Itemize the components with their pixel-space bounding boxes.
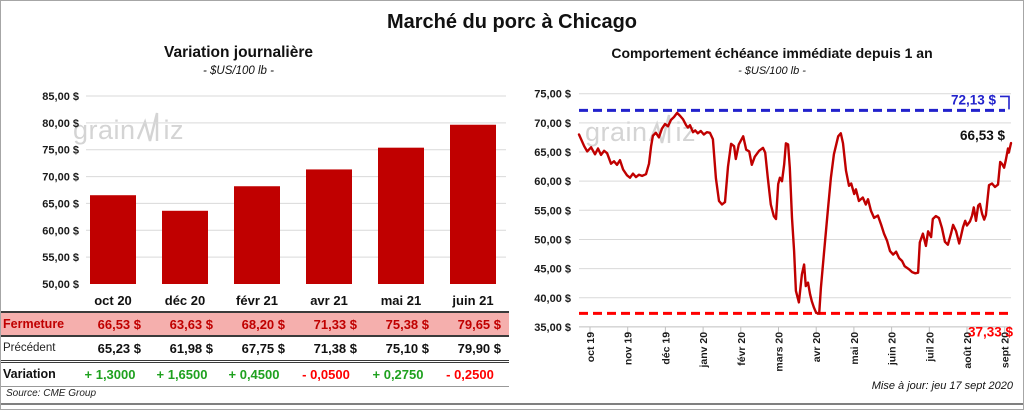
svg-text:45,00 $: 45,00 $	[534, 264, 571, 276]
quotes-table: oct 20 déc 20 févr 21 avr 21 mai 21 juin…	[1, 289, 509, 387]
svg-text:nov 19: nov 19	[623, 332, 635, 365]
precedent-value: 67,75 $	[241, 340, 285, 356]
updated-note: Mise à jour: jeu 17 sept 2020	[871, 380, 1013, 392]
fermeture-value: 71,33 $	[313, 316, 357, 332]
svg-text:avr 20: avr 20	[811, 332, 823, 363]
svg-text:févr 20: févr 20	[736, 332, 748, 366]
svg-text:août 20: août 20	[962, 332, 974, 369]
svg-text:55,00 $: 55,00 $	[534, 205, 571, 217]
grainwiz-zigzag-icon	[136, 112, 158, 142]
corner-cell	[1, 289, 77, 312]
left-chart-title: Variation journalière	[163, 44, 314, 61]
precedent-value: 75,10 $	[385, 340, 429, 356]
svg-text:75,00 $: 75,00 $	[42, 145, 79, 157]
months-header-row: oct 20 déc 20 févr 21 avr 21 mai 21 juin…	[1, 289, 509, 312]
svg-text:55,00 $: 55,00 $	[42, 252, 79, 264]
svg-text:60,00 $: 60,00 $	[534, 176, 571, 188]
svg-text:70,00 $: 70,00 $	[42, 172, 79, 184]
month-header: févr 21	[236, 292, 278, 308]
svg-text:oct 19: oct 19	[585, 332, 597, 363]
svg-text:juil 20: juil 20	[924, 332, 936, 363]
variation-label: Variation	[3, 367, 56, 381]
svg-text:75,00 $: 75,00 $	[534, 89, 571, 101]
precedent-value: 79,90 $	[457, 340, 501, 356]
precedent-value: 71,38 $	[313, 340, 357, 356]
svg-text:janv 20: janv 20	[698, 332, 710, 369]
variation-amount: + 0,4500	[228, 366, 280, 382]
fermeture-value: 66,53 $	[97, 316, 141, 332]
svg-text:déc 19: déc 19	[660, 332, 672, 365]
bar-chart: 85,00 $ 80,00 $ 75,00 $ 70,00 $ 65,00 $ 60,00…	[42, 91, 506, 291]
right-chart-subtitle: - $US/100 lb -	[738, 65, 806, 77]
page-title: Marché du porc à Chicago	[386, 11, 638, 33]
svg-text:juin 20: juin 20	[887, 332, 899, 366]
variation-amount: + 1,3000	[84, 366, 136, 382]
variation-value: - 0,2500	[437, 361, 509, 386]
variation-amount: + 0,2750	[372, 366, 424, 382]
svg-text:50,00 $: 50,00 $	[534, 234, 571, 246]
svg-text:85,00 $: 85,00 $	[42, 91, 79, 103]
svg-text:35,00 $: 35,00 $	[534, 322, 571, 334]
month-header: oct 20	[94, 292, 132, 308]
svg-text:72,13 $: 72,13 $	[951, 92, 997, 107]
fermeture-row: Fermeture 66,53 $ 63,63 $ 68,20 $ 71,33 …	[1, 312, 509, 336]
fermeture-value: 79,65 $	[457, 316, 501, 332]
svg-text:mars 20: mars 20	[774, 332, 786, 372]
month-header: déc 20	[164, 292, 206, 308]
variation-value: + 1,3000	[77, 361, 149, 386]
fermeture-value: 63,63 $	[169, 316, 213, 332]
precedent-value: 61,98 $	[169, 340, 213, 356]
variation-value: + 1,6500	[149, 361, 221, 386]
svg-text:65,00 $: 65,00 $	[534, 147, 571, 159]
variation-row: Variation + 1,3000 + 1,6500 + 0,4500 - 0…	[1, 361, 509, 386]
svg-text:40,00 $: 40,00 $	[534, 293, 571, 305]
variation-value: + 0,4500	[221, 361, 293, 386]
right-chart-title: Comportement échéance immédiate depuis 1…	[611, 45, 933, 61]
bottom-divider	[1, 403, 1023, 405]
svg-text:60,00 $: 60,00 $	[42, 225, 79, 237]
svg-text:sept 20: sept 20	[1000, 332, 1012, 368]
fermeture-label: Fermeture	[3, 317, 65, 331]
precedent-label: Précédent	[3, 342, 56, 355]
source-note: Source: CME Group	[6, 388, 97, 399]
svg-text:50,00 $: 50,00 $	[42, 279, 79, 291]
precedent-row: Précédent 65,23 $ 61,98 $ 67,75 $ 71,38 …	[1, 336, 509, 361]
svg-text:mai 20: mai 20	[849, 332, 861, 365]
line-chart: 75,00 $ 70,00 $ 65,00 $ 60,00 $ 55,00 $ 50,00…	[534, 89, 1014, 372]
svg-text:66,53 $: 66,53 $	[960, 128, 1006, 143]
precedent-value: 65,23 $	[97, 340, 141, 356]
variation-amount: + 1,6500	[156, 366, 208, 382]
month-header: avr 21	[310, 292, 348, 308]
variation-amount: - 0,2500	[446, 366, 494, 382]
left-chart-subtitle: - $US/100 lb -	[203, 65, 274, 77]
svg-text:37,33 $: 37,33 $	[968, 324, 1014, 339]
month-header: juin 21	[452, 292, 494, 308]
month-header: mai 21	[380, 292, 422, 308]
svg-text:80,00 $: 80,00 $	[42, 118, 79, 130]
variation-amount: - 0,0500	[302, 366, 350, 382]
svg-text:65,00 $: 65,00 $	[42, 198, 79, 210]
variation-value: - 0,0500	[293, 361, 365, 386]
fermeture-value: 68,20 $	[241, 316, 285, 332]
fermeture-value: 75,38 $	[385, 316, 429, 332]
watermark-text: grain	[73, 115, 136, 145]
variation-value: + 0,2750	[365, 361, 437, 386]
svg-text:70,00 $: 70,00 $	[534, 118, 571, 130]
